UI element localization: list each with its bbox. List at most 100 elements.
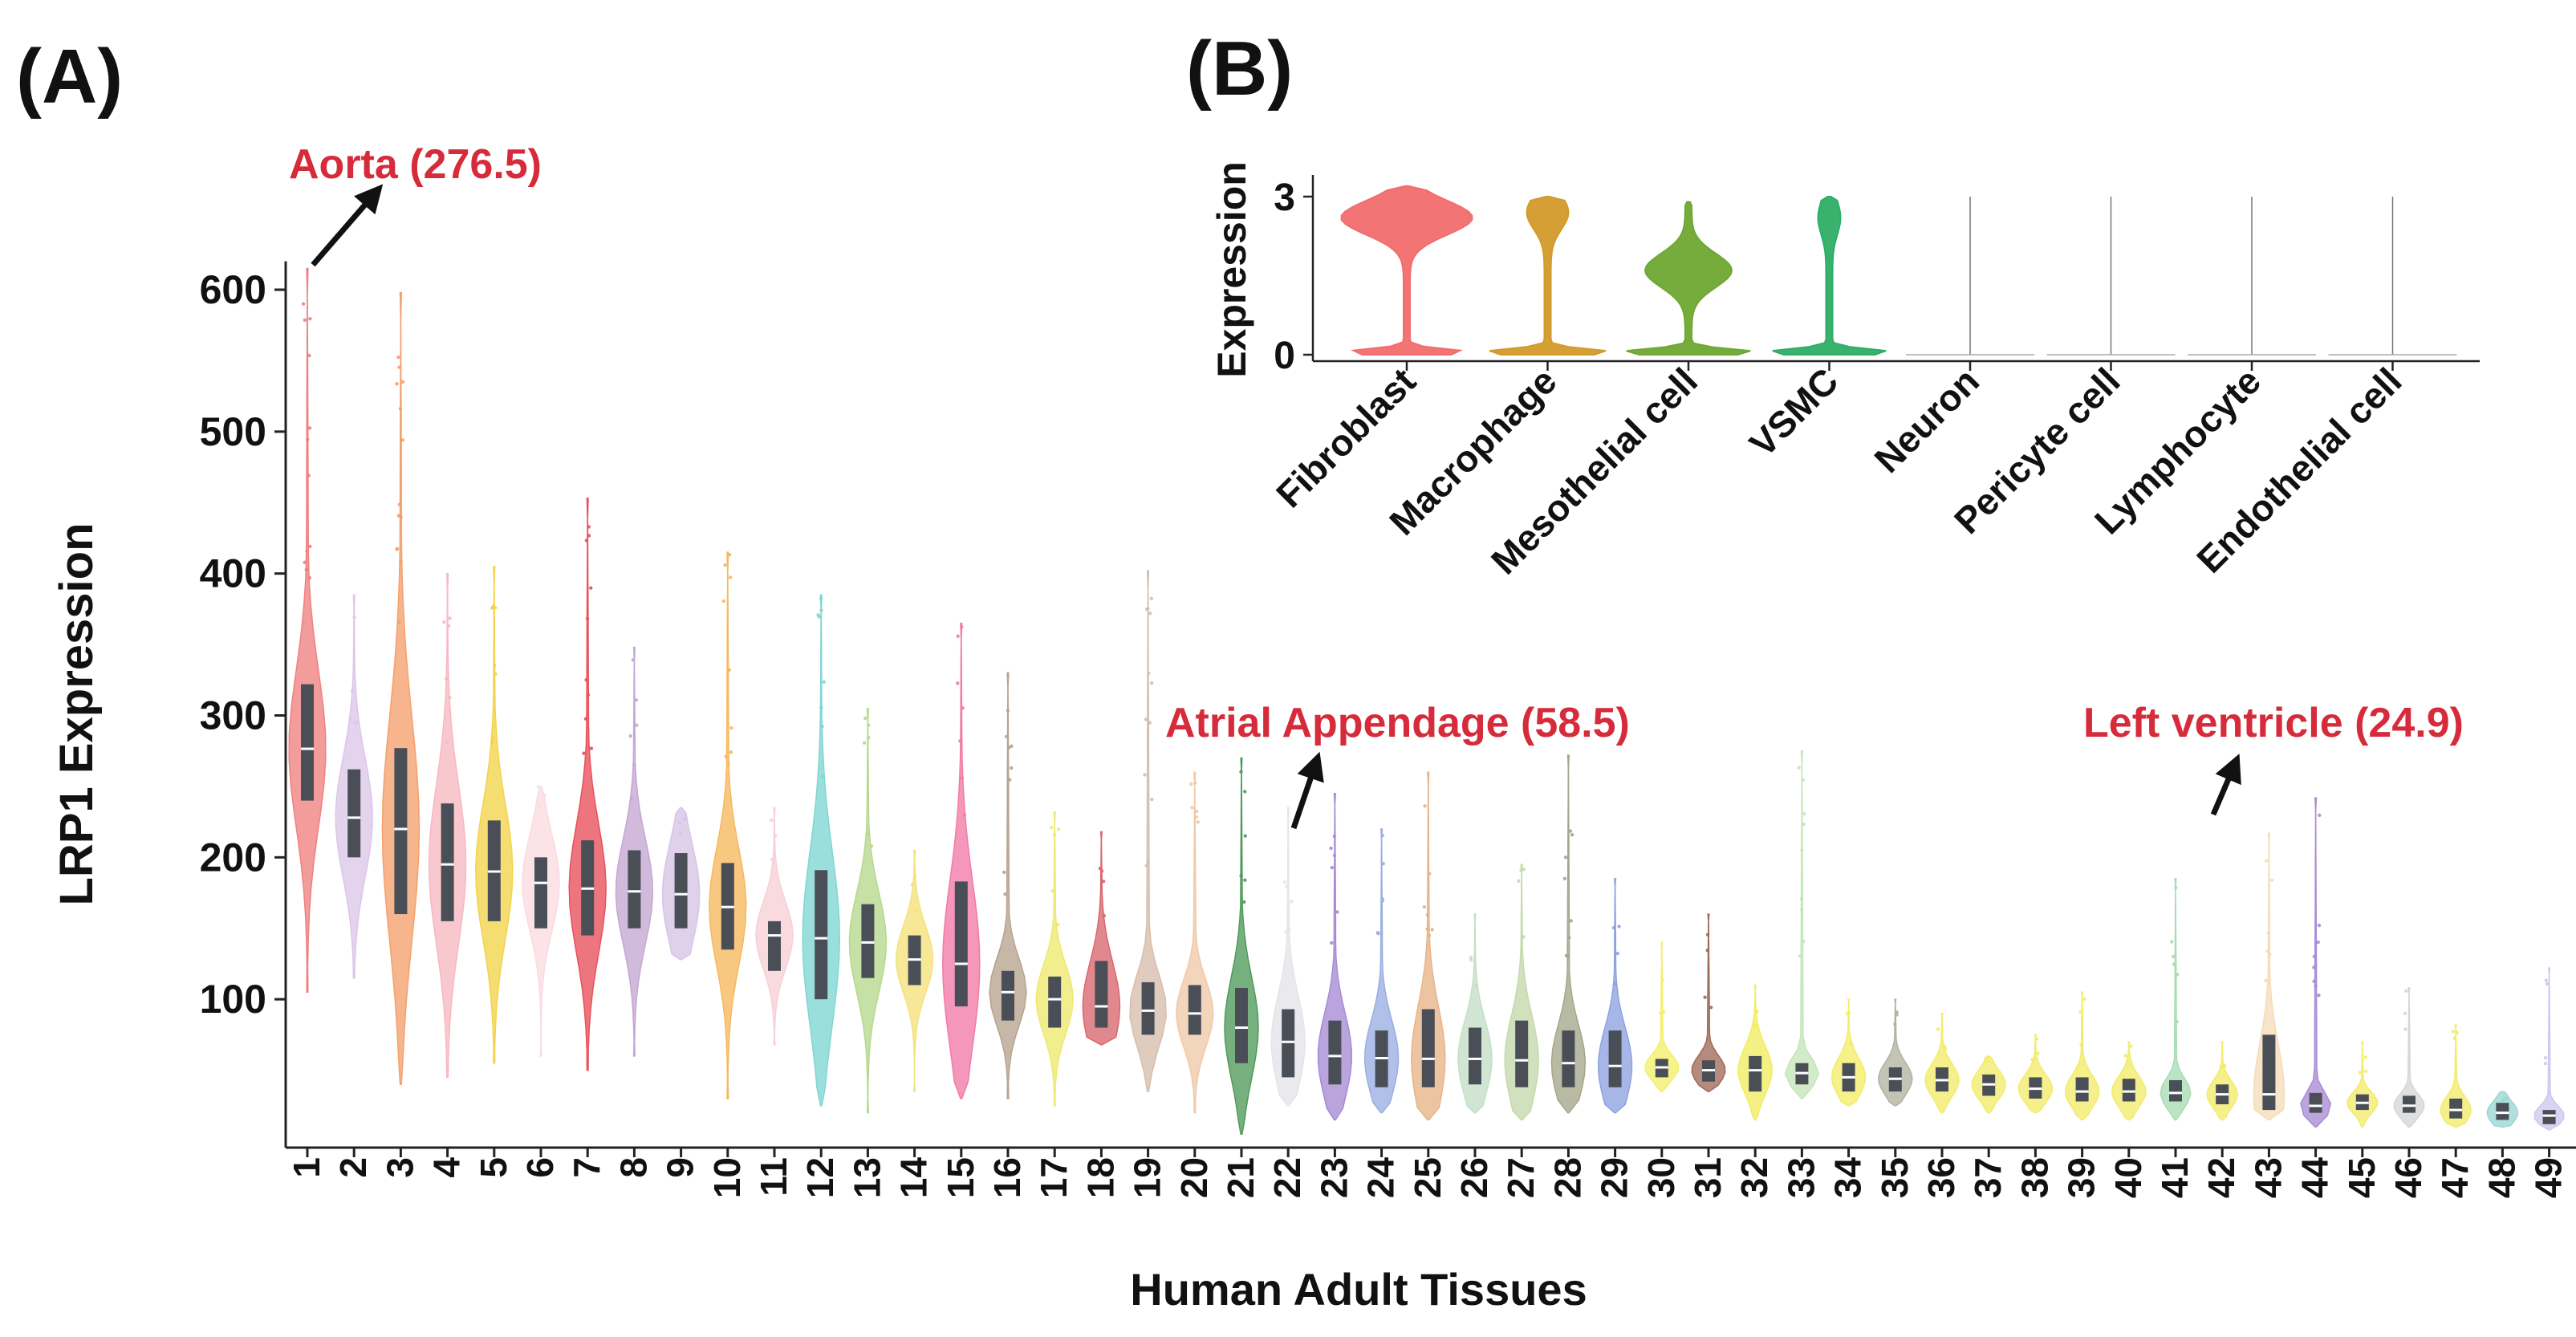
x-tick-label: 44 <box>2294 1157 2336 1199</box>
outlier-point <box>727 668 732 672</box>
outlier-point <box>1847 1010 1851 1015</box>
outlier-point <box>307 473 311 478</box>
outlier-point <box>2403 1027 2407 1031</box>
iqr-box <box>1328 1020 1342 1085</box>
outlier-point <box>2266 931 2270 935</box>
iqr-box <box>1469 1027 1481 1085</box>
outlier-point <box>867 736 871 740</box>
violin <box>1129 570 1167 1092</box>
violin <box>1363 828 1400 1114</box>
outlier-point <box>1007 778 1012 782</box>
outlier-point <box>2030 1058 2034 1062</box>
outlier-point <box>1243 878 1247 882</box>
outlier-point <box>587 525 591 529</box>
iqr-box <box>1002 970 1014 1021</box>
outlier-point <box>2079 1042 2083 1047</box>
violin <box>989 672 1027 1099</box>
outlier-point <box>2404 989 2408 994</box>
x-tick-label: 13 <box>846 1157 888 1198</box>
iqr-box <box>674 853 688 929</box>
outlier-point <box>444 677 449 681</box>
outlier-point <box>1006 709 1010 713</box>
annotations: Aorta (276.5) Atrial Appendage (58.5) Left… <box>289 141 2464 830</box>
x-tick-label: 30 <box>1640 1157 1682 1198</box>
outlier-point <box>303 560 307 564</box>
outlier-point <box>307 575 312 580</box>
outlier-point <box>958 739 962 743</box>
outlier-point <box>2169 940 2174 944</box>
iqr-box <box>441 803 454 921</box>
outlier-point <box>2078 1010 2082 1014</box>
outlier-point <box>1422 904 1427 909</box>
outlier-point <box>1286 902 1290 906</box>
violin <box>2300 797 2332 1128</box>
outlier-point <box>352 616 356 620</box>
panel-a-label: (A) <box>16 34 123 120</box>
x-tick-label: 25 <box>1407 1157 1448 1198</box>
x-tick-label: 19 <box>1127 1157 1168 1198</box>
x-tick-label: 29 <box>1594 1157 1635 1198</box>
violin <box>1830 998 1867 1107</box>
outlier-point <box>1705 933 1710 937</box>
outlier-point <box>1425 927 1429 931</box>
outlier-point <box>1936 1027 1940 1031</box>
outlier-point <box>1661 1010 1666 1014</box>
outlier-point <box>1566 936 1571 940</box>
violin <box>942 622 981 1099</box>
outlier-point <box>400 438 404 442</box>
annotation-label: Aorta (276.5) <box>289 141 542 188</box>
violin <box>802 594 840 1107</box>
violin <box>1737 984 1773 1121</box>
x-tick-label: 49 <box>2528 1157 2570 1198</box>
iqr-box <box>1282 1009 1295 1078</box>
outlier-point <box>1332 853 1337 858</box>
b-y-axis-label: Expression <box>1209 161 1254 378</box>
outlier-point <box>724 754 728 758</box>
outlier-point <box>1381 861 1385 866</box>
x-tick-label: 21 <box>1220 1157 1262 1198</box>
outlier-point <box>820 774 824 778</box>
outlier-point <box>1659 1011 1663 1015</box>
x-tick-label: 42 <box>2200 1157 2242 1198</box>
outlier-point <box>491 604 495 608</box>
outlier-point <box>1189 782 1193 786</box>
y-tick-label: 200 <box>200 835 266 880</box>
outlier-point <box>542 793 546 798</box>
outlier-point <box>586 693 591 697</box>
outlier-point <box>1010 766 1014 770</box>
iqr-box <box>628 850 641 929</box>
outlier-point <box>727 553 732 557</box>
outlier-point <box>629 796 634 801</box>
x-tick-label: 38 <box>2013 1157 2055 1198</box>
outlier-point <box>397 620 402 624</box>
outlier-point <box>2317 994 2321 998</box>
violin <box>2160 878 2192 1121</box>
outlier-point <box>2264 859 2269 863</box>
x-tick-label: 39 <box>2061 1157 2103 1198</box>
outlier-point <box>1797 766 1801 770</box>
x-tick-label: 50 <box>2574 1157 2576 1198</box>
outlier-point <box>961 706 965 710</box>
outlier-point <box>1002 870 1006 875</box>
outlier-point <box>584 538 589 543</box>
violin <box>1878 998 1913 1107</box>
outlier-point <box>770 818 774 823</box>
outlier-point <box>1143 773 1147 777</box>
outlier-point <box>303 318 307 323</box>
x-tick-label: 22 <box>1266 1157 1308 1198</box>
outlier-point <box>397 365 401 369</box>
b-x-tick-label: VSMC <box>1741 360 1847 465</box>
outlier-point <box>910 882 915 887</box>
iqr-box <box>1421 1009 1435 1087</box>
outlier-point <box>1194 815 1198 819</box>
outlier-point <box>631 658 636 662</box>
outlier-point <box>1193 781 1197 785</box>
x-tick-label: 41 <box>2154 1157 2196 1198</box>
outlier-point <box>1330 941 1334 945</box>
outlier-point <box>1239 874 1243 878</box>
violin <box>1082 831 1121 1046</box>
outlier-point <box>1517 879 1521 883</box>
outlier-point <box>632 763 636 767</box>
outlier-point <box>729 750 733 754</box>
